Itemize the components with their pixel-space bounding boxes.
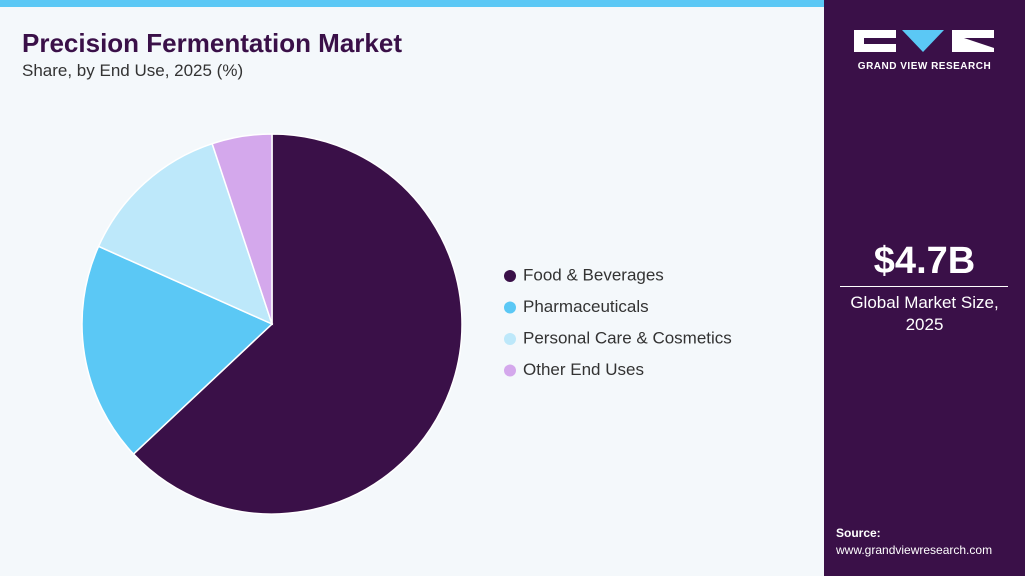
legend-swatch xyxy=(504,364,516,377)
chart-title: Precision Fermentation Market xyxy=(22,28,402,58)
pie-slice xyxy=(211,133,273,325)
pie-slice xyxy=(97,142,274,326)
legend-swatch xyxy=(504,270,516,282)
source-label: Source: xyxy=(836,526,881,540)
pie-slice xyxy=(132,133,463,515)
pie-slice xyxy=(81,245,274,456)
legend-label: Other End Uses xyxy=(523,360,644,379)
sidebar: GRAND VIEW RESEARCH $4.7B Global Market … xyxy=(824,0,1025,576)
brand-name: GRAND VIEW RESEARCH xyxy=(857,61,992,72)
top-bar xyxy=(0,0,824,7)
legend-label: Personal Care & Cosmetics xyxy=(523,328,732,347)
divider xyxy=(840,286,1008,287)
legend-label: Food & Beverages xyxy=(523,265,664,284)
chart: Food & Beverages Pharmaceuticals Personal … xyxy=(81,133,732,515)
source-url: www.grandviewresearch.com xyxy=(836,543,993,557)
market-size-label: Global Market Size, 2025 xyxy=(850,293,999,334)
legend-label: Pharmaceuticals xyxy=(523,297,649,316)
legend-swatch xyxy=(504,333,516,345)
market-size: $4.7B xyxy=(873,240,976,282)
chart-subtitle: Share, by End Use, 2025 (%) xyxy=(22,61,244,80)
logo xyxy=(854,30,994,52)
legend-swatch xyxy=(504,301,516,314)
